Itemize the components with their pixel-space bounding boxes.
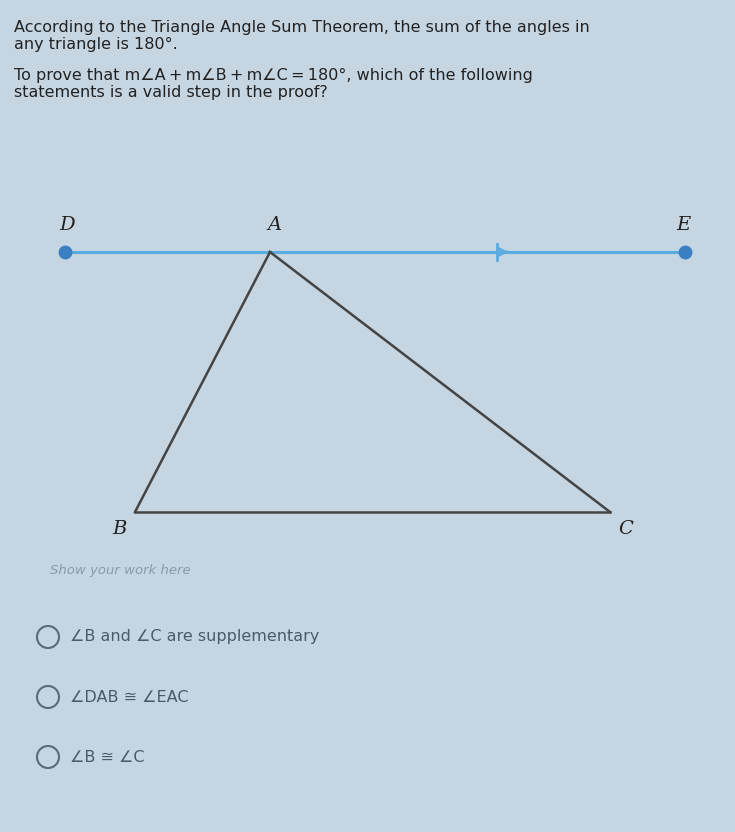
Text: statements is a valid step in the proof?: statements is a valid step in the proof? (14, 85, 328, 100)
Text: B: B (112, 520, 127, 538)
Text: ∠DAB ≅ ∠EAC: ∠DAB ≅ ∠EAC (70, 690, 188, 705)
Text: To prove that m∠A + m∠B + m∠C = 180°, which of the following: To prove that m∠A + m∠B + m∠C = 180°, wh… (14, 68, 533, 83)
Text: A: A (268, 216, 282, 234)
Text: any triangle is 180°.: any triangle is 180°. (14, 37, 178, 52)
Text: ∠B ≅ ∠C: ∠B ≅ ∠C (70, 750, 145, 765)
Text: According to the Triangle Angle Sum Theorem, the sum of the angles in: According to the Triangle Angle Sum Theo… (14, 20, 589, 35)
Text: E: E (676, 216, 690, 234)
Text: Show your work here: Show your work here (50, 564, 190, 577)
Text: ∠B and ∠C are supplementary: ∠B and ∠C are supplementary (70, 630, 320, 645)
Text: D: D (60, 216, 75, 234)
Text: C: C (618, 520, 633, 538)
